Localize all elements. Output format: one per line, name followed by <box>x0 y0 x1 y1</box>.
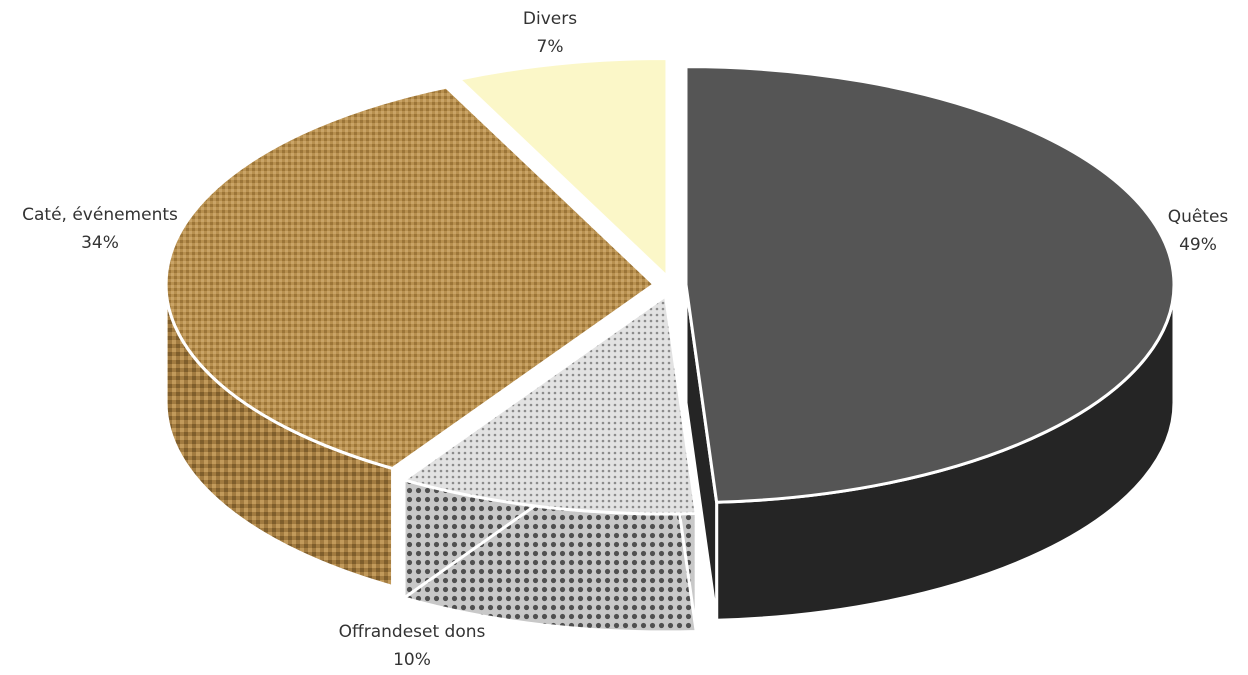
pie-slice-top-divers <box>457 56 669 278</box>
pie-slice-top-quetes <box>684 65 1176 504</box>
slice-label-quetes: Quêtes <box>1168 207 1229 227</box>
slice-label-cate-evenements: Caté, événements <box>22 205 178 225</box>
pie-slice-cate-evenements <box>164 85 656 589</box>
slice-label-offrandeset-dons: Offrandeset dons <box>339 622 486 642</box>
pie-slice-top-cate-evenements <box>164 85 656 470</box>
pie-slice-quetes <box>684 65 1176 622</box>
slice-label-divers: Divers <box>523 9 577 29</box>
slice-percent-divers: 7% <box>537 37 564 57</box>
slice-percent-quetes: 49% <box>1179 235 1217 255</box>
pie-slice-divers <box>457 56 669 278</box>
pie-slice-top-offrandeset-dons <box>402 294 698 516</box>
slice-percent-cate-evenements: 34% <box>81 233 119 253</box>
pie-slice-offrandeset-dons <box>402 293 698 634</box>
slice-percent-offrandeset-dons: 10% <box>393 650 431 670</box>
